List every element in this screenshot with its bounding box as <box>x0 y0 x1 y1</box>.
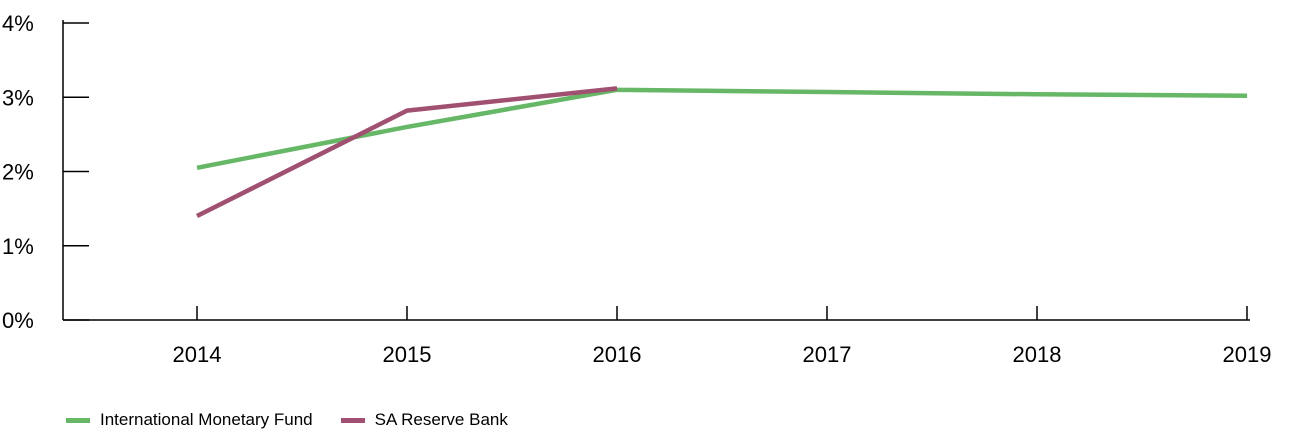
y-tick-label: 0% <box>2 308 34 333</box>
y-tick-label: 4% <box>2 11 34 36</box>
line-chart: 0% 1% 2% 3% 4% 2014 2015 2016 2017 2018 2019 <box>2 11 1272 367</box>
x-tick-label: 2017 <box>803 342 852 367</box>
x-tick-label: 2019 <box>1223 342 1272 367</box>
x-tick-label: 2014 <box>173 342 222 367</box>
legend-label-sarb: SA Reserve Bank <box>374 410 508 429</box>
legend: International Monetary Fund SA Reserve B… <box>66 410 536 430</box>
x-tick-label: 2015 <box>383 342 432 367</box>
x-tick-label: 2018 <box>1013 342 1062 367</box>
y-axis-ticks: 0% 1% 2% 3% 4% <box>2 11 89 333</box>
legend-label-imf: International Monetary Fund <box>100 410 313 429</box>
legend-swatch-imf <box>66 417 90 423</box>
legend-swatch-sarb <box>340 417 365 423</box>
axes <box>62 20 1250 321</box>
series-lines <box>195 86 1248 219</box>
y-tick-label: 3% <box>2 85 34 110</box>
series-line-0 <box>196 87 1248 170</box>
legend-item-imf: International Monetary Fund <box>66 410 313 430</box>
x-tick-label: 2016 <box>593 342 642 367</box>
y-tick-label: 1% <box>2 234 34 259</box>
legend-item-sarb: SA Reserve Bank <box>340 410 508 430</box>
series-line-1 <box>195 86 618 219</box>
x-axis-ticks: 2014 2015 2016 2017 2018 2019 <box>173 306 1272 367</box>
y-tick-label: 2% <box>2 160 34 185</box>
